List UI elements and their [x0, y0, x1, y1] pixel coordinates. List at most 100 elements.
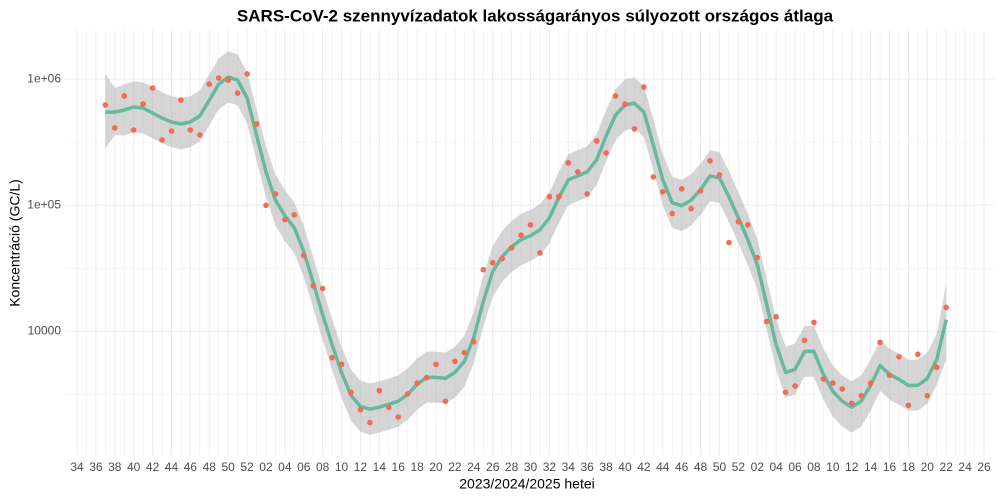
data-point	[225, 77, 231, 83]
x-tick-label: 08	[316, 460, 330, 474]
x-tick-label: 48	[203, 460, 217, 474]
data-point	[782, 389, 789, 396]
y-tick-label: 1e+06	[27, 71, 61, 85]
x-tick-label: 10	[826, 460, 840, 474]
data-point	[282, 216, 288, 223]
x-tick-label: 18	[410, 460, 424, 474]
data-point	[678, 186, 685, 192]
data-point	[631, 126, 638, 132]
x-tick-label: 22	[940, 460, 954, 474]
x-tick-label: 44	[656, 460, 670, 474]
data-point	[924, 392, 931, 399]
x-tick-label: 40	[618, 460, 632, 474]
x-tick-label: 20	[921, 460, 935, 474]
x-tick-label: 22	[448, 460, 462, 474]
data-point	[745, 222, 751, 228]
data-point	[244, 71, 250, 77]
data-point	[253, 121, 260, 127]
data-point	[565, 160, 572, 166]
x-tick-label: 38	[108, 460, 122, 474]
data-point	[811, 319, 817, 326]
data-point	[291, 212, 298, 218]
data-point	[697, 188, 704, 194]
data-point	[357, 406, 364, 413]
chart-title: SARS-CoV-2 szennyvízadatok lakosságarány…	[237, 6, 834, 25]
x-tick-label: 18	[902, 460, 916, 474]
data-point	[206, 81, 213, 87]
y-axis-title: Koncentráció (GC/L)	[7, 179, 23, 307]
data-point	[867, 380, 874, 386]
y-tick-label: 1e+05	[27, 197, 61, 211]
x-tick-label: 24	[958, 460, 972, 474]
data-point	[310, 283, 316, 289]
x-tick-label: 28	[505, 460, 519, 474]
data-point	[508, 245, 515, 251]
data-point	[376, 387, 383, 394]
data-point	[886, 372, 893, 379]
data-point	[263, 202, 269, 209]
x-tick-label: 06	[297, 460, 311, 474]
data-point	[272, 191, 279, 197]
data-point	[461, 349, 468, 356]
data-point	[574, 169, 581, 175]
x-tick-label: 42	[637, 460, 651, 474]
y-tick-label: 10000	[28, 324, 62, 338]
data-point	[168, 128, 175, 134]
data-point	[659, 188, 666, 195]
data-point	[688, 205, 694, 212]
x-tick-label: 16	[883, 460, 897, 474]
x-axis-title: 2023/2024/2025 hetei	[459, 476, 594, 492]
data-point	[187, 127, 194, 133]
data-point	[471, 338, 477, 345]
x-tick-label: 30	[524, 460, 538, 474]
data-point	[489, 260, 496, 266]
data-point	[848, 400, 855, 407]
data-point	[130, 127, 137, 133]
x-tick-label: 14	[864, 460, 878, 474]
data-point	[197, 132, 203, 138]
data-point	[404, 391, 411, 397]
data-point	[215, 75, 222, 81]
data-point	[641, 84, 647, 90]
data-point	[433, 361, 439, 368]
x-tick-label: 46	[675, 460, 689, 474]
x-tick-label: 20	[429, 460, 443, 474]
data-point	[442, 398, 449, 405]
x-tick-label: 08	[807, 460, 821, 474]
data-point	[121, 93, 128, 99]
x-tick-label: 02	[259, 460, 273, 474]
x-tick-label: 44	[165, 460, 179, 474]
x-tick-label: 10	[335, 460, 349, 474]
data-point	[499, 255, 505, 262]
x-tick-label: 34	[70, 460, 84, 474]
data-point	[650, 174, 657, 180]
data-point	[716, 172, 723, 178]
data-point	[537, 250, 543, 256]
data-point	[518, 232, 524, 238]
x-tick-label: 52	[732, 460, 746, 474]
trend-line	[105, 75, 948, 411]
data-point	[773, 313, 779, 320]
data-point	[584, 191, 590, 197]
data-point	[367, 419, 373, 426]
x-tick-label: 48	[694, 460, 708, 474]
data-point	[915, 351, 921, 358]
x-tick-label: 06	[788, 460, 802, 474]
x-tick-label: 04	[769, 460, 783, 474]
data-point	[801, 337, 808, 344]
data-point	[830, 380, 836, 386]
data-point	[943, 304, 950, 311]
x-tick-label: 26	[977, 460, 991, 474]
data-point	[669, 210, 676, 217]
data-point	[395, 414, 402, 420]
data-point	[754, 254, 761, 261]
data-point	[159, 137, 165, 143]
data-point	[300, 252, 307, 259]
data-point	[102, 102, 109, 108]
data-point	[593, 138, 600, 144]
data-point	[792, 383, 798, 389]
data-point	[858, 392, 864, 399]
x-tick-label: 02	[751, 460, 765, 474]
data-point	[480, 266, 487, 273]
data-point	[726, 239, 732, 246]
